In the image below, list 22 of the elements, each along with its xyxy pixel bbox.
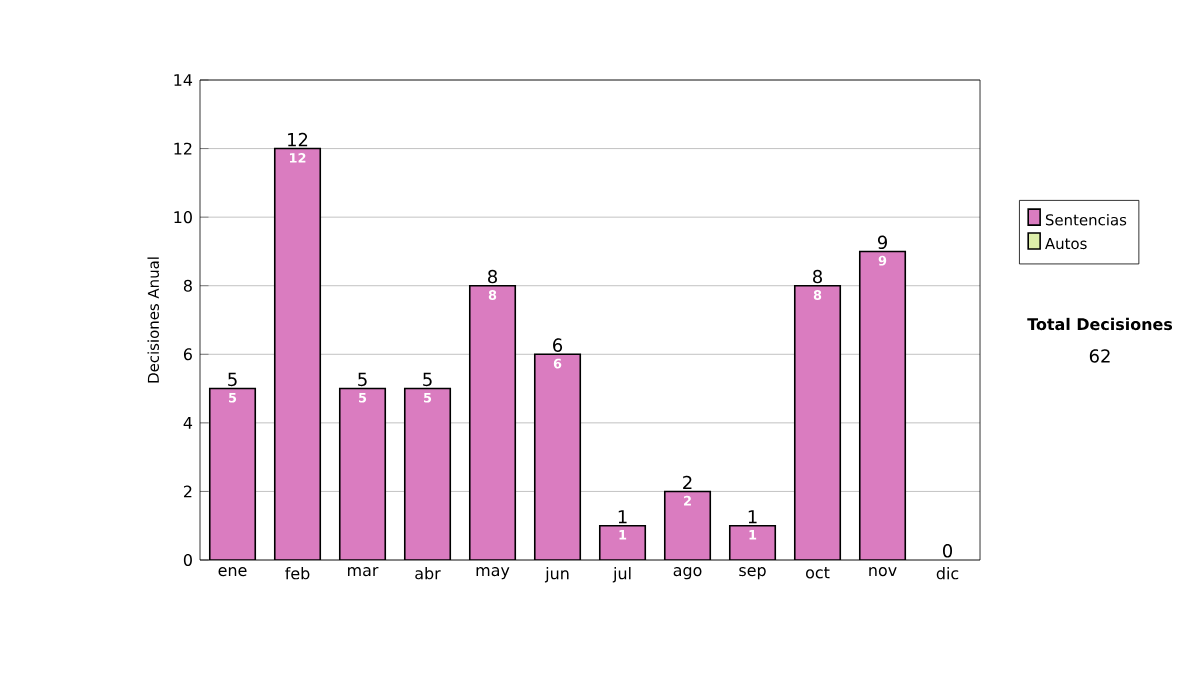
bar [339, 388, 386, 560]
total-label: 9 [877, 235, 887, 250]
total-label: 8 [813, 269, 822, 284]
bar [664, 491, 711, 560]
text: 62 [1089, 349, 1110, 363]
total-label: 2 [683, 475, 692, 490]
total-label: 5 [358, 372, 367, 387]
total-label: 5 [423, 372, 432, 387]
bar [469, 285, 516, 560]
bar [794, 285, 841, 560]
total-label: 1 [748, 510, 757, 524]
bar [858, 250, 907, 560]
total-label: 5 [228, 372, 237, 387]
bar [534, 354, 581, 560]
bar [404, 388, 451, 560]
total-label: 12 [288, 132, 308, 147]
bar [209, 388, 256, 560]
total-label: 6 [553, 338, 563, 352]
total-label: 8 [488, 269, 497, 284]
total-label: 1 [618, 510, 627, 524]
total-label: 0 [943, 544, 953, 558]
bar [274, 148, 321, 560]
